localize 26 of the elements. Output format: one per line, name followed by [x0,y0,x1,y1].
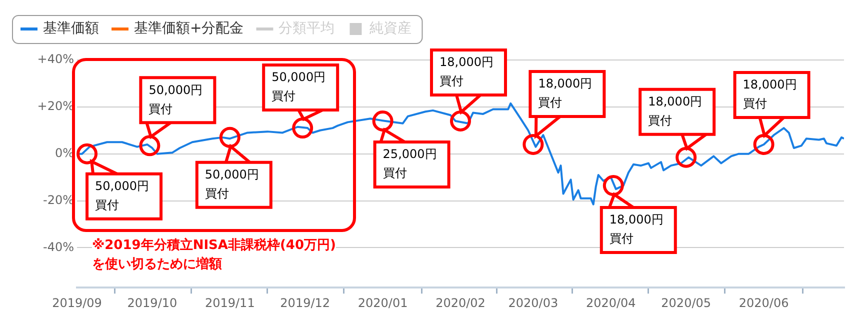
annotation: 25,000円買付 [382,147,437,180]
y-tick-label: -40% [42,240,74,254]
x-tick-label: 2019/11 [204,296,255,310]
x-tick-label: 2020/05 [661,296,712,310]
annotation: 18,000円買付 [609,212,664,246]
annotation: 50,000円買付 [148,82,203,116]
x-tick-label: 2019/10 [127,296,178,310]
x-tick-label: 2020/02 [436,296,486,310]
x-tick-label: 2020/04 [586,296,636,310]
annotation: 18,000円買付 [742,78,797,111]
y-tick-label: +40% [37,52,74,66]
annotation: 50,000円買付 [272,70,326,104]
x-tick-label: 2020/06 [738,296,789,310]
x-tick-label: 2019/12 [280,296,330,310]
x-tick-label: 2020/03 [508,296,558,310]
legend-label: 基準価額 [43,20,99,37]
annotation: 18,000円買付 [440,55,494,88]
x-tick-label: 2019/09 [52,296,102,310]
legend-label: 基準価額+分配金 [134,20,244,37]
y-tick-label: +20% [37,99,74,114]
annotation: 18,000円買付 [648,94,702,128]
x-tick-label: 2020/01 [358,296,408,310]
annotation: 50,000円買付 [95,178,150,212]
annotation: 18,000円買付 [538,76,592,110]
annotation: 50,000円買付 [204,168,259,201]
annotation: ※2019年分積立NISA非課税枠(40万円) を使い切るために増額 [92,236,336,274]
